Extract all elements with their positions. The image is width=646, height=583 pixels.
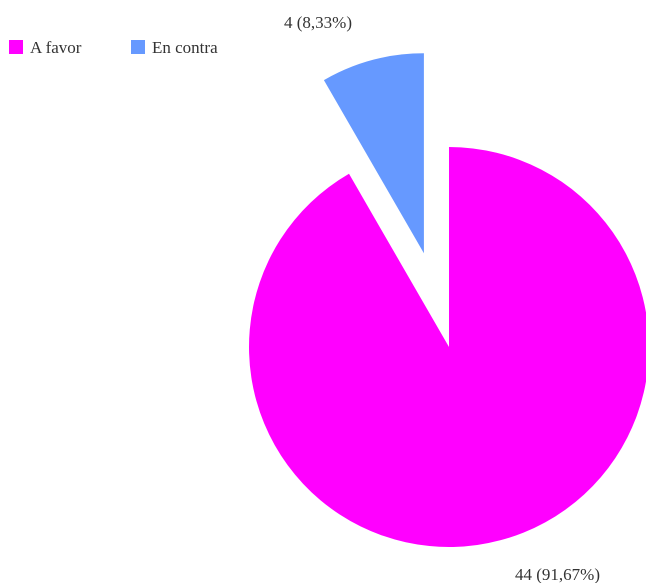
legend-swatch-a-favor bbox=[9, 40, 23, 54]
legend-label-a-favor: A favor bbox=[30, 38, 82, 57]
data-label-en-contra: 4 (8,33%) bbox=[284, 13, 352, 32]
data-label-a-favor: 44 (91,67%) bbox=[515, 565, 600, 583]
pie-data-labels: 44 (91,67%) 4 (8,33%) bbox=[284, 13, 600, 583]
pie-slice-en-contra bbox=[323, 53, 424, 254]
pie-slice-a-favor bbox=[249, 147, 646, 547]
legend: A favor En contra bbox=[9, 38, 218, 57]
legend-swatch-en-contra bbox=[131, 40, 145, 54]
legend-label-en-contra: En contra bbox=[152, 38, 218, 57]
pie-slices bbox=[249, 53, 646, 547]
